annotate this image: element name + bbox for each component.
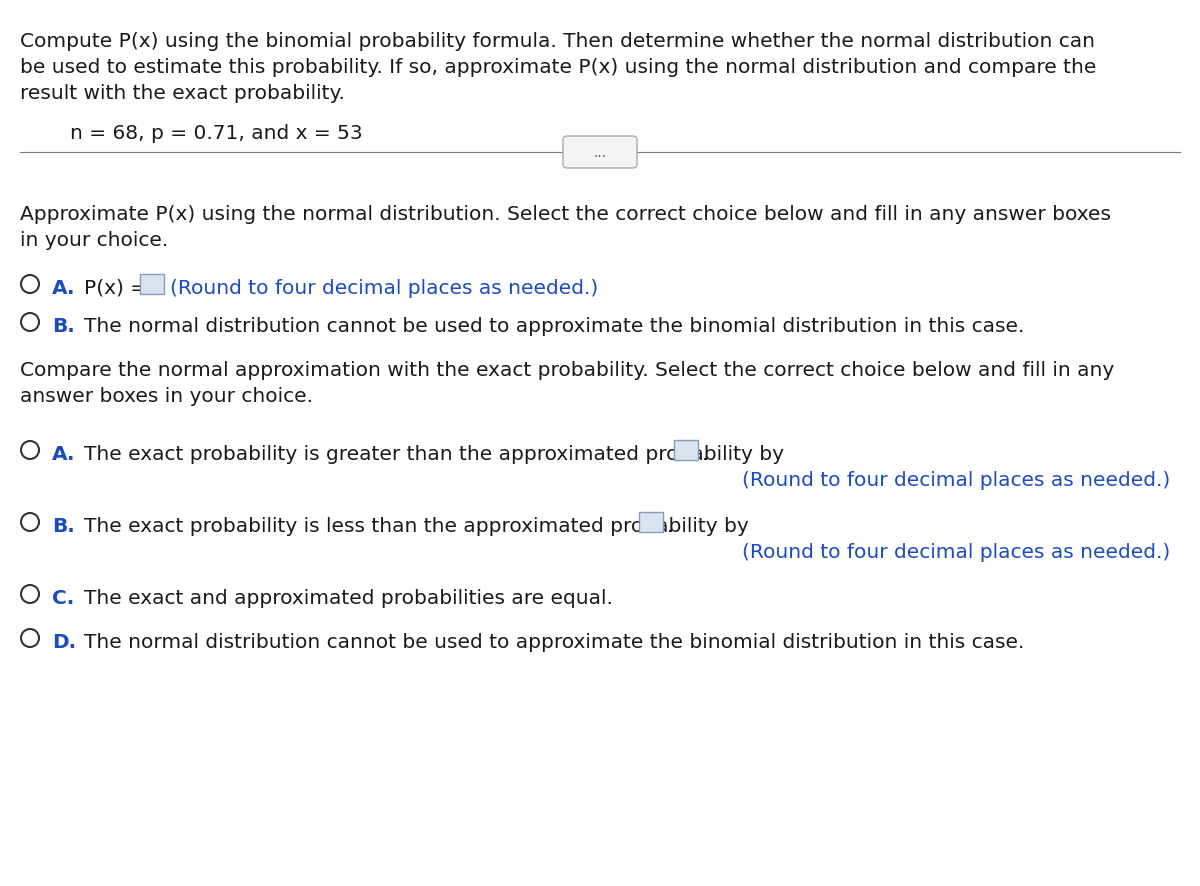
Text: The normal distribution cannot be used to approximate the binomial distribution : The normal distribution cannot be used t…	[84, 633, 1025, 651]
Text: A.: A.	[52, 445, 76, 463]
Text: .: .	[667, 517, 673, 535]
Text: result with the exact probability.: result with the exact probability.	[20, 84, 344, 103]
Text: Approximate P(x) using the normal distribution. Select the correct choice below : Approximate P(x) using the normal distri…	[20, 205, 1111, 224]
FancyBboxPatch shape	[640, 512, 662, 532]
Text: (Round to four decimal places as needed.): (Round to four decimal places as needed.…	[742, 542, 1170, 562]
Text: B.: B.	[52, 316, 74, 336]
Text: Compare the normal approximation with the exact probability. Select the correct : Compare the normal approximation with th…	[20, 361, 1115, 379]
Text: The normal distribution cannot be used to approximate the binomial distribution : The normal distribution cannot be used t…	[84, 316, 1025, 336]
Text: The exact and approximated probabilities are equal.: The exact and approximated probabilities…	[84, 588, 613, 607]
Text: The exact probability is less than the approximated probability by: The exact probability is less than the a…	[84, 517, 749, 535]
Text: B.: B.	[52, 517, 74, 535]
Text: in your choice.: in your choice.	[20, 230, 168, 250]
Text: n = 68, p = 0.71, and x = 53: n = 68, p = 0.71, and x = 53	[70, 124, 362, 143]
FancyBboxPatch shape	[140, 275, 164, 295]
Text: D.: D.	[52, 633, 76, 651]
Text: A.: A.	[52, 279, 76, 298]
Text: The exact probability is greater than the approximated probability by: The exact probability is greater than th…	[84, 445, 784, 463]
Text: (Round to four decimal places as needed.): (Round to four decimal places as needed.…	[742, 470, 1170, 489]
Text: (Round to four decimal places as needed.): (Round to four decimal places as needed.…	[170, 279, 599, 298]
Text: P(x) =: P(x) =	[84, 279, 154, 298]
Text: be used to estimate this probability. If so, approximate P(x) using the normal d: be used to estimate this probability. If…	[20, 58, 1097, 77]
Text: .: .	[702, 445, 708, 463]
FancyBboxPatch shape	[674, 440, 698, 461]
Text: C.: C.	[52, 588, 74, 607]
FancyBboxPatch shape	[563, 136, 637, 169]
Text: answer boxes in your choice.: answer boxes in your choice.	[20, 386, 313, 406]
Text: Compute P(x) using the binomial probability formula. Then determine whether the : Compute P(x) using the binomial probabil…	[20, 32, 1096, 51]
Text: ...: ...	[594, 146, 606, 159]
